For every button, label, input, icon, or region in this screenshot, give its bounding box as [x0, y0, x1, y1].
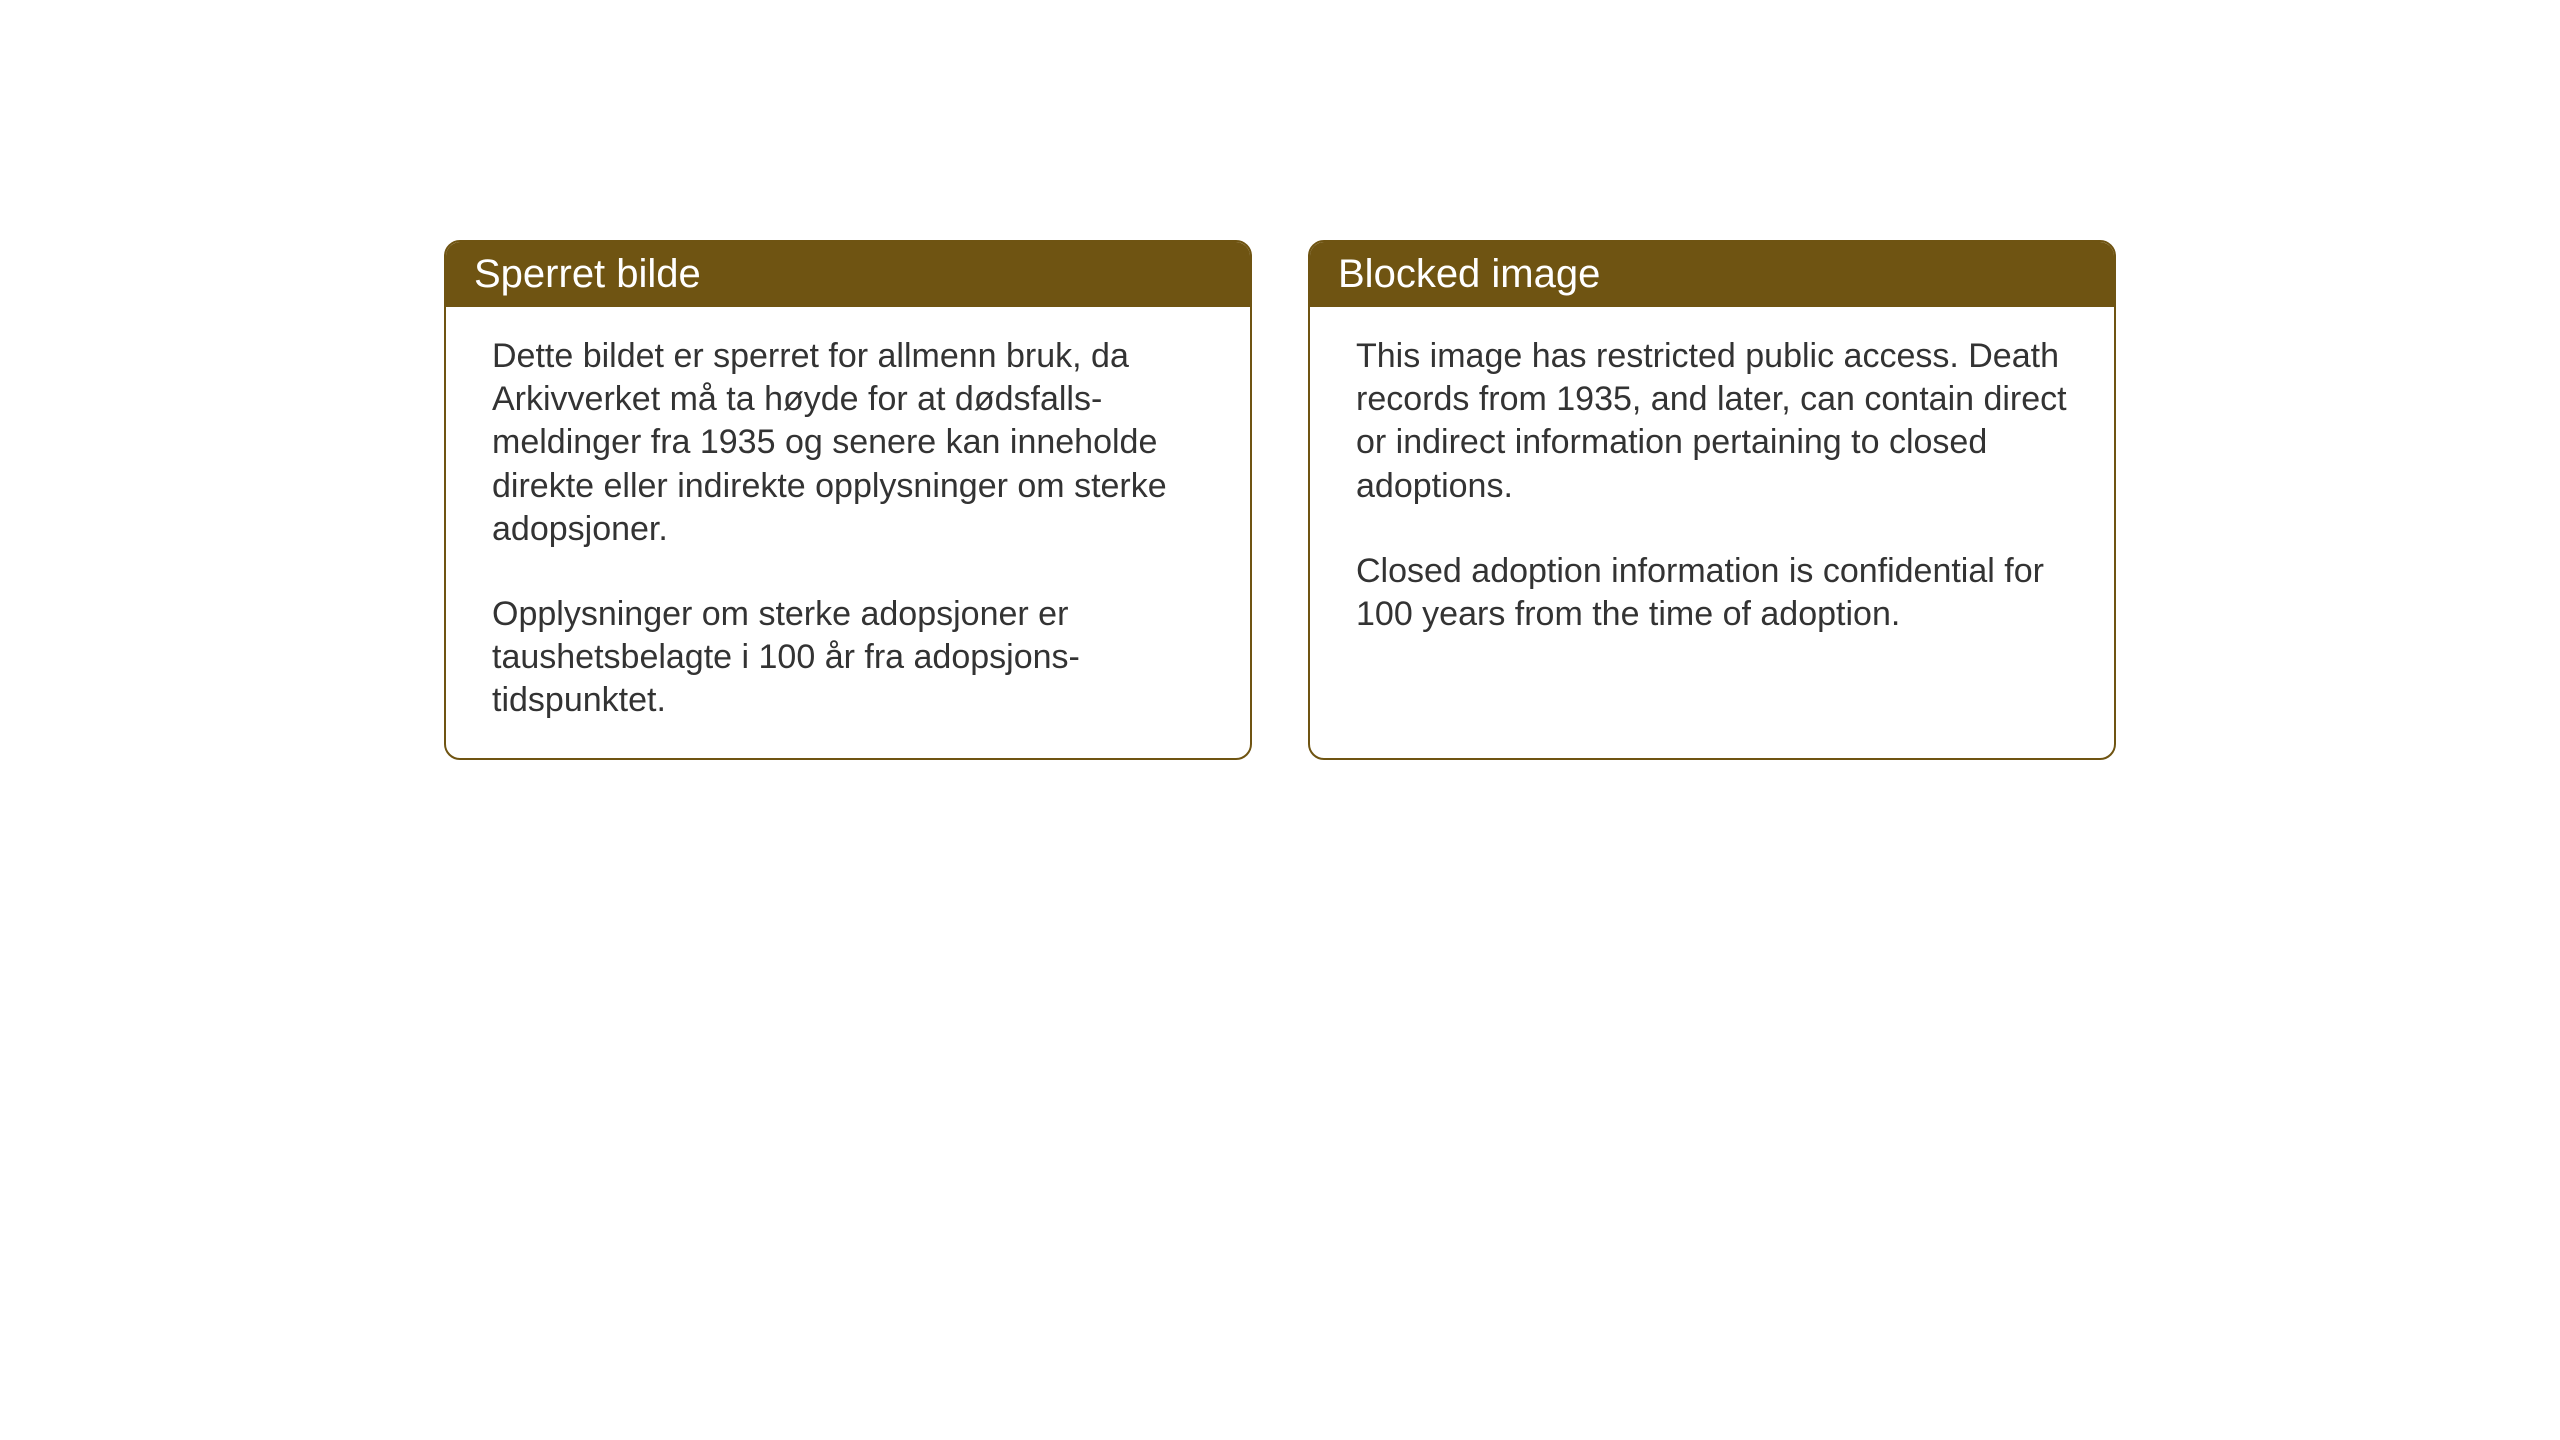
- card-header-english: Blocked image: [1310, 242, 2114, 307]
- card-header-norwegian: Sperret bilde: [446, 242, 1250, 307]
- card-body-english: This image has restricted public access.…: [1310, 307, 2114, 737]
- card-container: Sperret bilde Dette bildet er sperret fo…: [0, 0, 2560, 760]
- card-title-norwegian: Sperret bilde: [474, 252, 701, 296]
- card-english: Blocked image This image has restricted …: [1308, 240, 2116, 760]
- card-paragraph-1-english: This image has restricted public access.…: [1356, 335, 2068, 508]
- card-paragraph-1-norwegian: Dette bildet er sperret for allmenn bruk…: [492, 335, 1204, 551]
- card-body-norwegian: Dette bildet er sperret for allmenn bruk…: [446, 307, 1250, 758]
- card-paragraph-2-norwegian: Opplysninger om sterke adopsjoner er tau…: [492, 593, 1204, 723]
- card-title-english: Blocked image: [1338, 252, 1600, 296]
- card-norwegian: Sperret bilde Dette bildet er sperret fo…: [444, 240, 1252, 760]
- card-paragraph-2-english: Closed adoption information is confident…: [1356, 550, 2068, 636]
